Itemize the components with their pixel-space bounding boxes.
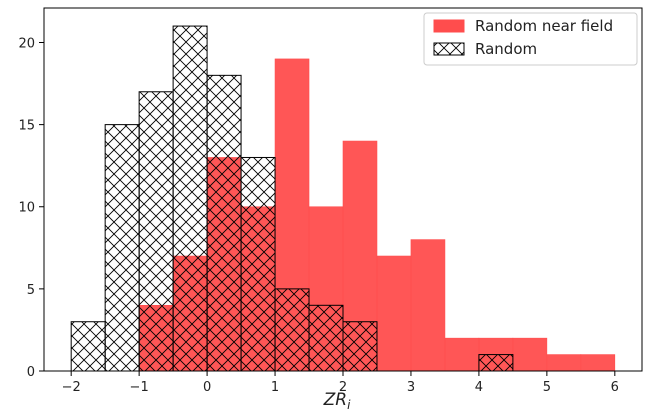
- bar-random-7: [308, 304, 344, 371]
- y-tick-label: 15: [18, 119, 35, 134]
- bar-random-5: [240, 156, 276, 371]
- bar-random-6: [274, 288, 310, 371]
- legend-box: [423, 12, 638, 66]
- bar-random-8: [342, 321, 378, 371]
- x-tick-label: 3: [407, 380, 415, 395]
- bar-random-2: [138, 91, 174, 371]
- x-tick-label: 5: [543, 380, 551, 395]
- y-tick-label: 10: [18, 201, 35, 216]
- x-tick-label: 2: [339, 380, 347, 395]
- y-tick-label: 0: [27, 365, 35, 380]
- bar-random-near-field-9: [444, 337, 480, 371]
- random-bars: [70, 25, 514, 371]
- x-tick-label: −1: [130, 380, 149, 395]
- bar-random-near-field-8: [410, 239, 446, 371]
- x-tick-label: 6: [611, 380, 619, 395]
- legend: Random near field Random: [423, 12, 638, 66]
- legend-swatch-random: [433, 42, 465, 56]
- bar-random-4: [206, 74, 242, 371]
- bar-random-near-field-13: [580, 354, 616, 371]
- legend-swatch-random-near-field: [433, 19, 465, 33]
- x-tick-label: −2: [62, 380, 81, 395]
- bar-random-near-field-11: [512, 337, 548, 371]
- bar-random-1: [104, 124, 140, 371]
- x-axis-ticks: −2 −1 0 1 2 3 4 5 6: [62, 371, 619, 395]
- y-tick-label: 20: [18, 36, 35, 51]
- x-tick-label: 4: [475, 380, 483, 395]
- bar-random-0: [70, 321, 106, 371]
- bar-random-near-field-12: [546, 354, 582, 371]
- bar-random-3: [172, 25, 208, 371]
- x-tick-label: 1: [271, 380, 279, 395]
- legend-label-random-near-field: Random near field: [475, 17, 613, 35]
- legend-label-random: Random: [475, 40, 537, 58]
- x-axis-label: ZRi: [323, 390, 351, 412]
- bar-random-9: [478, 354, 514, 371]
- y-axis-ticks: 0 5 10 15 20: [18, 36, 44, 380]
- y-tick-label: 5: [27, 283, 35, 298]
- bar-random-near-field-7: [376, 255, 412, 371]
- x-tick-label: 0: [203, 380, 211, 395]
